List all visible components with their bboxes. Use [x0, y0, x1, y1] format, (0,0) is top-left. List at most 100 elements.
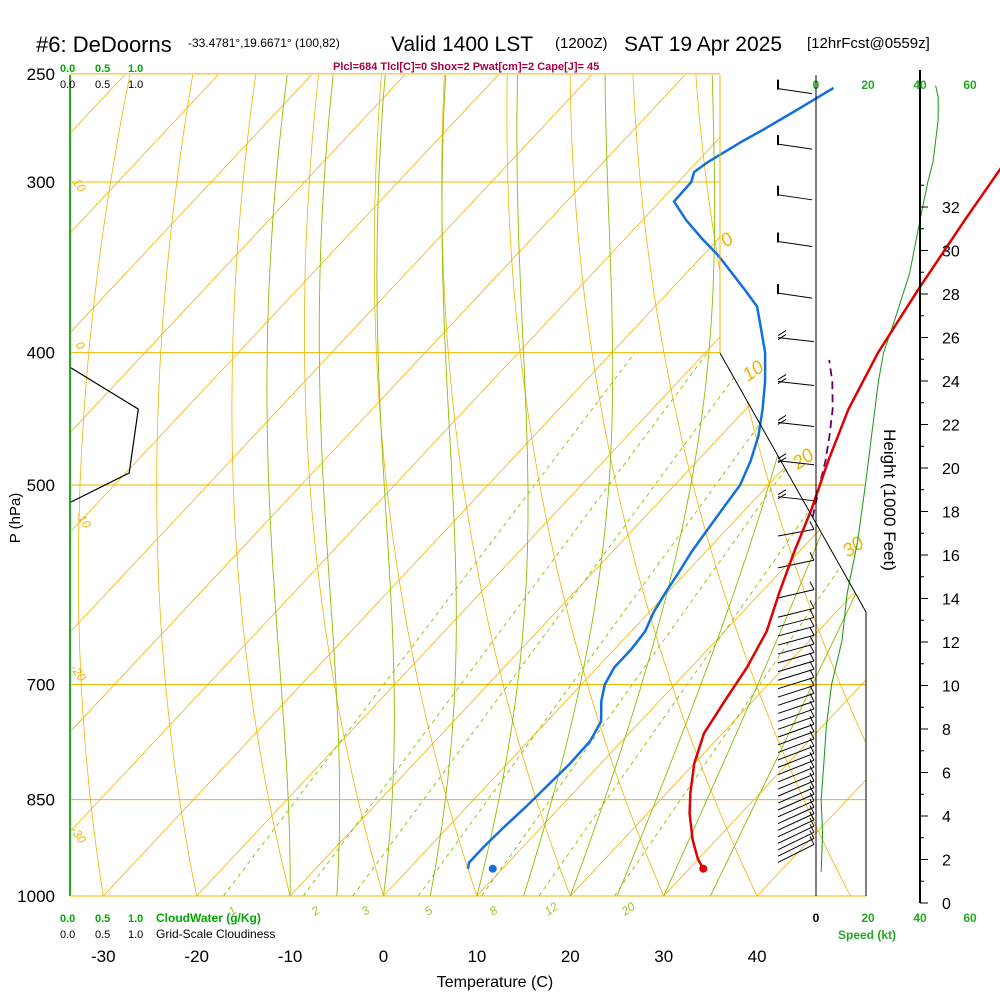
isotherm-line [70, 75, 407, 896]
dry-adiabat-line [78, 75, 136, 896]
dry-adiabat-line [373, 75, 488, 896]
wind-barb-flag [809, 737, 815, 747]
moist-adiabat-line [266, 75, 291, 896]
wind-barb-line [777, 752, 815, 768]
height-tick-label: 14 [942, 592, 960, 609]
height-tick-label: 22 [942, 418, 960, 435]
wind-barb [777, 811, 815, 838]
wind-barb [777, 374, 815, 387]
wind-barb-flag [809, 685, 815, 694]
speed-tick-label-bottom: 0 [813, 911, 820, 925]
wind-barb [777, 284, 813, 299]
wind-barb-line [777, 800, 815, 818]
moist-adiabat-line [523, 75, 614, 896]
wind-barb-flag [809, 618, 815, 627]
cloudiness-scale-bottom-0: 0.0 [60, 929, 75, 941]
wind-barb-flag [809, 811, 815, 821]
wind-barb [777, 635, 815, 655]
height-tick-label: 26 [942, 331, 960, 348]
wind-barb-line [777, 241, 813, 248]
isotherm-line [70, 75, 313, 896]
wind-barb-line [777, 837, 815, 857]
wind-barb-line [777, 825, 815, 844]
wind-barb-flag [809, 723, 815, 732]
height-tick-label: 4 [942, 809, 951, 826]
mixing-ratio-label: 3 [359, 903, 373, 918]
mixing-ratio-line [417, 352, 812, 896]
wind-barb-flag [809, 759, 815, 768]
wind-barb [777, 836, 815, 863]
wind-barb-line [777, 793, 815, 811]
cloudwater-legend: CloudWater (g/Kg) [156, 911, 261, 925]
wind-barb [777, 661, 815, 681]
height-tick-label: 6 [942, 766, 951, 783]
speed-tick-label-top: 40 [913, 78, 927, 92]
speed-tick-label-bottom: 40 [913, 911, 927, 925]
wind-barb-line [777, 194, 813, 201]
wind-barb [777, 581, 815, 599]
pressure-tick-label: 400 [27, 344, 55, 363]
height-tick-label: 18 [942, 505, 960, 522]
wind-barb-flag [809, 693, 815, 702]
forecast-run: [12hrFcst@0559z] [807, 35, 930, 52]
wind-barb-flag [777, 415, 787, 421]
wind-barb-flag [809, 652, 815, 662]
x-axis-title: Temperature (C) [437, 974, 553, 991]
wind-barb-flag [809, 752, 815, 761]
wind-barb-line [777, 700, 815, 714]
wind-barb-line [777, 589, 815, 599]
dry-adiabat-line [755, 75, 866, 896]
wind-barb-flag [809, 836, 815, 845]
cloudwater-scale-bottom-0: 0.0 [60, 913, 75, 925]
cloudwater-scale-top-2: 1.0 [128, 63, 143, 75]
speed-tick-label-top: 20 [861, 78, 875, 92]
wind-barb-flag [809, 700, 815, 710]
data-layer [69, 79, 1000, 873]
wind-barb-flag [809, 824, 815, 833]
wind-barb-line [777, 787, 815, 804]
height-tick-label: 8 [942, 722, 951, 739]
wind-barb-flag [809, 521, 815, 530]
wind-barb [777, 752, 815, 776]
mixing-ratio-line [614, 352, 866, 896]
temp-tick-label: 10 [467, 947, 486, 966]
wind-barb [777, 232, 813, 248]
station-coords: -33.4781°,19.6671° (100,82) [188, 36, 340, 50]
temp-tick-label: -20 [184, 947, 209, 966]
wind-barb-line [777, 460, 815, 466]
moist-adiabat-line [429, 75, 457, 896]
frame-diagonal-line [719, 352, 867, 896]
wind-barb [777, 786, 815, 811]
wind-barb [777, 609, 815, 628]
wind-barb [777, 817, 815, 844]
wind-barb-flag [809, 772, 815, 782]
wind-barb-flag [809, 805, 815, 814]
temp-tick-label: 40 [748, 947, 767, 966]
wind-barb-flag [809, 786, 815, 795]
wind-barb-flag [809, 644, 815, 653]
cloudiness-scale-bottom-2: 1.0 [128, 929, 143, 941]
wind-barb [777, 489, 815, 502]
cloudiness-scale-bottom-1: 0.5 [95, 929, 110, 941]
wind-barb [777, 685, 815, 706]
speed-tick-label-bottom: 20 [861, 911, 875, 925]
height-tick-label: 16 [942, 548, 960, 565]
station-title: #6: DeDoorns [36, 32, 172, 57]
wind-barb-flag [809, 708, 815, 717]
height-tick-label: 12 [942, 635, 960, 652]
valid-time: Valid 1400 LST [391, 33, 533, 56]
wind-barb-flag [809, 715, 815, 725]
grid-clip-group [70, 75, 866, 896]
mixing-ratio-line [538, 352, 866, 896]
wind-barb [777, 521, 815, 537]
mixing-ratio-label: 20 [618, 899, 638, 919]
wind-barb-line [777, 88, 813, 95]
dry-adiabat-line [631, 75, 866, 896]
wind-barb-line [777, 528, 815, 537]
temp-tick-label: 30 [654, 947, 673, 966]
wind-barb-flag [809, 779, 815, 788]
wind-barb [777, 772, 815, 797]
wind-barb-flag [809, 745, 815, 754]
wind-barb-flag [777, 489, 787, 496]
moist-adiabat-line [476, 75, 529, 896]
